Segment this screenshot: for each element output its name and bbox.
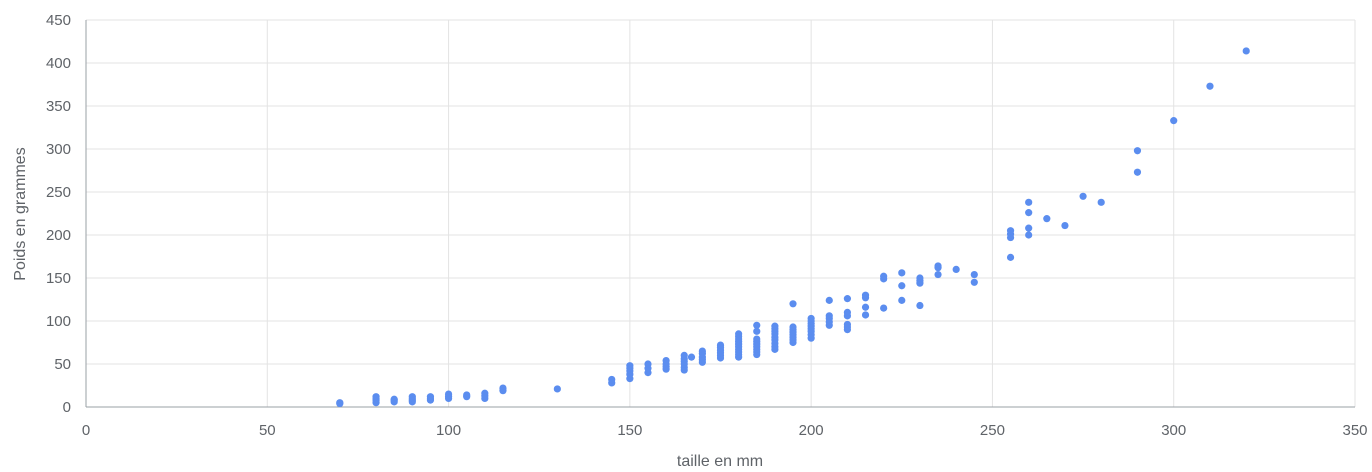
x-tick-label: 50 (259, 422, 276, 439)
data-point[interactable] (970, 270, 978, 279)
y-tick-label: 150 (46, 270, 71, 287)
data-point[interactable] (408, 393, 416, 401)
x-tick-label: 200 (799, 422, 824, 439)
data-point[interactable] (916, 274, 924, 282)
data-point[interactable] (1025, 198, 1033, 206)
data-point[interactable] (753, 321, 761, 329)
data-point[interactable] (843, 320, 852, 329)
data-point[interactable] (1006, 253, 1015, 261)
data-point[interactable] (444, 390, 453, 398)
data-point[interactable] (553, 385, 561, 393)
data-point[interactable] (662, 356, 670, 365)
data-point[interactable] (861, 311, 870, 319)
grid-layer (86, 19, 1356, 407)
data-point[interactable] (644, 360, 652, 368)
data-point[interactable] (825, 312, 833, 320)
y-tick-label: 250 (46, 184, 71, 201)
y-tick-label: 300 (46, 141, 71, 158)
y-tick-label: 100 (46, 313, 71, 330)
data-point[interactable] (952, 265, 960, 273)
data-point[interactable] (687, 353, 696, 361)
data-point[interactable] (1079, 192, 1087, 200)
data-point[interactable] (1170, 117, 1178, 125)
data-point[interactable] (481, 389, 489, 397)
data-point[interactable] (843, 295, 852, 303)
data-point[interactable] (1133, 168, 1142, 176)
data-point[interactable] (789, 323, 797, 331)
data-point[interactable] (753, 327, 761, 335)
data-point[interactable] (880, 304, 888, 312)
data-point[interactable] (843, 308, 852, 316)
axis-layer (85, 20, 1355, 408)
data-point[interactable] (1206, 82, 1214, 90)
x-tick-label: 100 (436, 422, 461, 439)
data-point[interactable] (463, 391, 471, 399)
data-point[interactable] (1025, 209, 1033, 217)
y-tick-label: 350 (46, 98, 71, 115)
data-point[interactable] (372, 393, 380, 401)
data-point[interactable] (934, 270, 942, 279)
x-tick-label: 350 (1342, 422, 1367, 439)
y-tick-label: 0 (63, 399, 71, 416)
y-axis-title: Poids en grammes (12, 147, 29, 280)
data-point[interactable] (825, 296, 833, 304)
y-tick-label: 450 (46, 12, 71, 29)
data-point[interactable] (698, 347, 706, 355)
data-point[interactable] (916, 301, 924, 310)
data-point[interactable] (426, 393, 435, 401)
data-point[interactable] (735, 330, 743, 338)
data-point[interactable] (390, 395, 398, 403)
data-point[interactable] (716, 341, 725, 349)
data-point[interactable] (626, 362, 634, 370)
data-point[interactable] (880, 272, 888, 280)
data-point[interactable] (608, 375, 616, 384)
y-tick-label: 50 (54, 356, 71, 373)
data-points (336, 47, 1250, 408)
x-tick-label: 150 (617, 422, 642, 439)
data-point[interactable] (336, 399, 344, 407)
data-point[interactable] (1006, 227, 1015, 235)
data-point[interactable] (1242, 47, 1250, 55)
data-point[interactable] (807, 314, 815, 323)
data-point[interactable] (898, 282, 906, 290)
data-point[interactable] (1097, 198, 1105, 206)
data-point[interactable] (970, 278, 978, 286)
data-point[interactable] (898, 296, 906, 304)
y-tick-label: 400 (46, 55, 71, 72)
data-point[interactable] (1043, 215, 1051, 223)
data-point[interactable] (499, 384, 507, 392)
data-point[interactable] (1133, 147, 1142, 155)
x-tick-label: 250 (980, 422, 1005, 439)
x-tick-label: 0 (82, 422, 90, 439)
data-point[interactable] (680, 351, 688, 359)
data-point[interactable] (898, 269, 906, 277)
data-point[interactable] (861, 291, 870, 299)
data-point[interactable] (1025, 231, 1033, 239)
y-tick-label: 200 (46, 227, 71, 244)
data-point[interactable] (1025, 224, 1033, 232)
tick-labels: 0 50 100 150 200 250 300 350 0 50 100 150 200 250 300 3… (46, 12, 1368, 439)
data-point[interactable] (861, 303, 870, 311)
data-point[interactable] (771, 322, 779, 330)
data-point[interactable] (934, 262, 942, 270)
data-point[interactable] (753, 335, 761, 343)
data-point[interactable] (1061, 221, 1069, 230)
data-point[interactable] (789, 300, 797, 308)
x-tick-label: 300 (1161, 422, 1186, 439)
x-axis-title: taille en mm (677, 453, 763, 467)
